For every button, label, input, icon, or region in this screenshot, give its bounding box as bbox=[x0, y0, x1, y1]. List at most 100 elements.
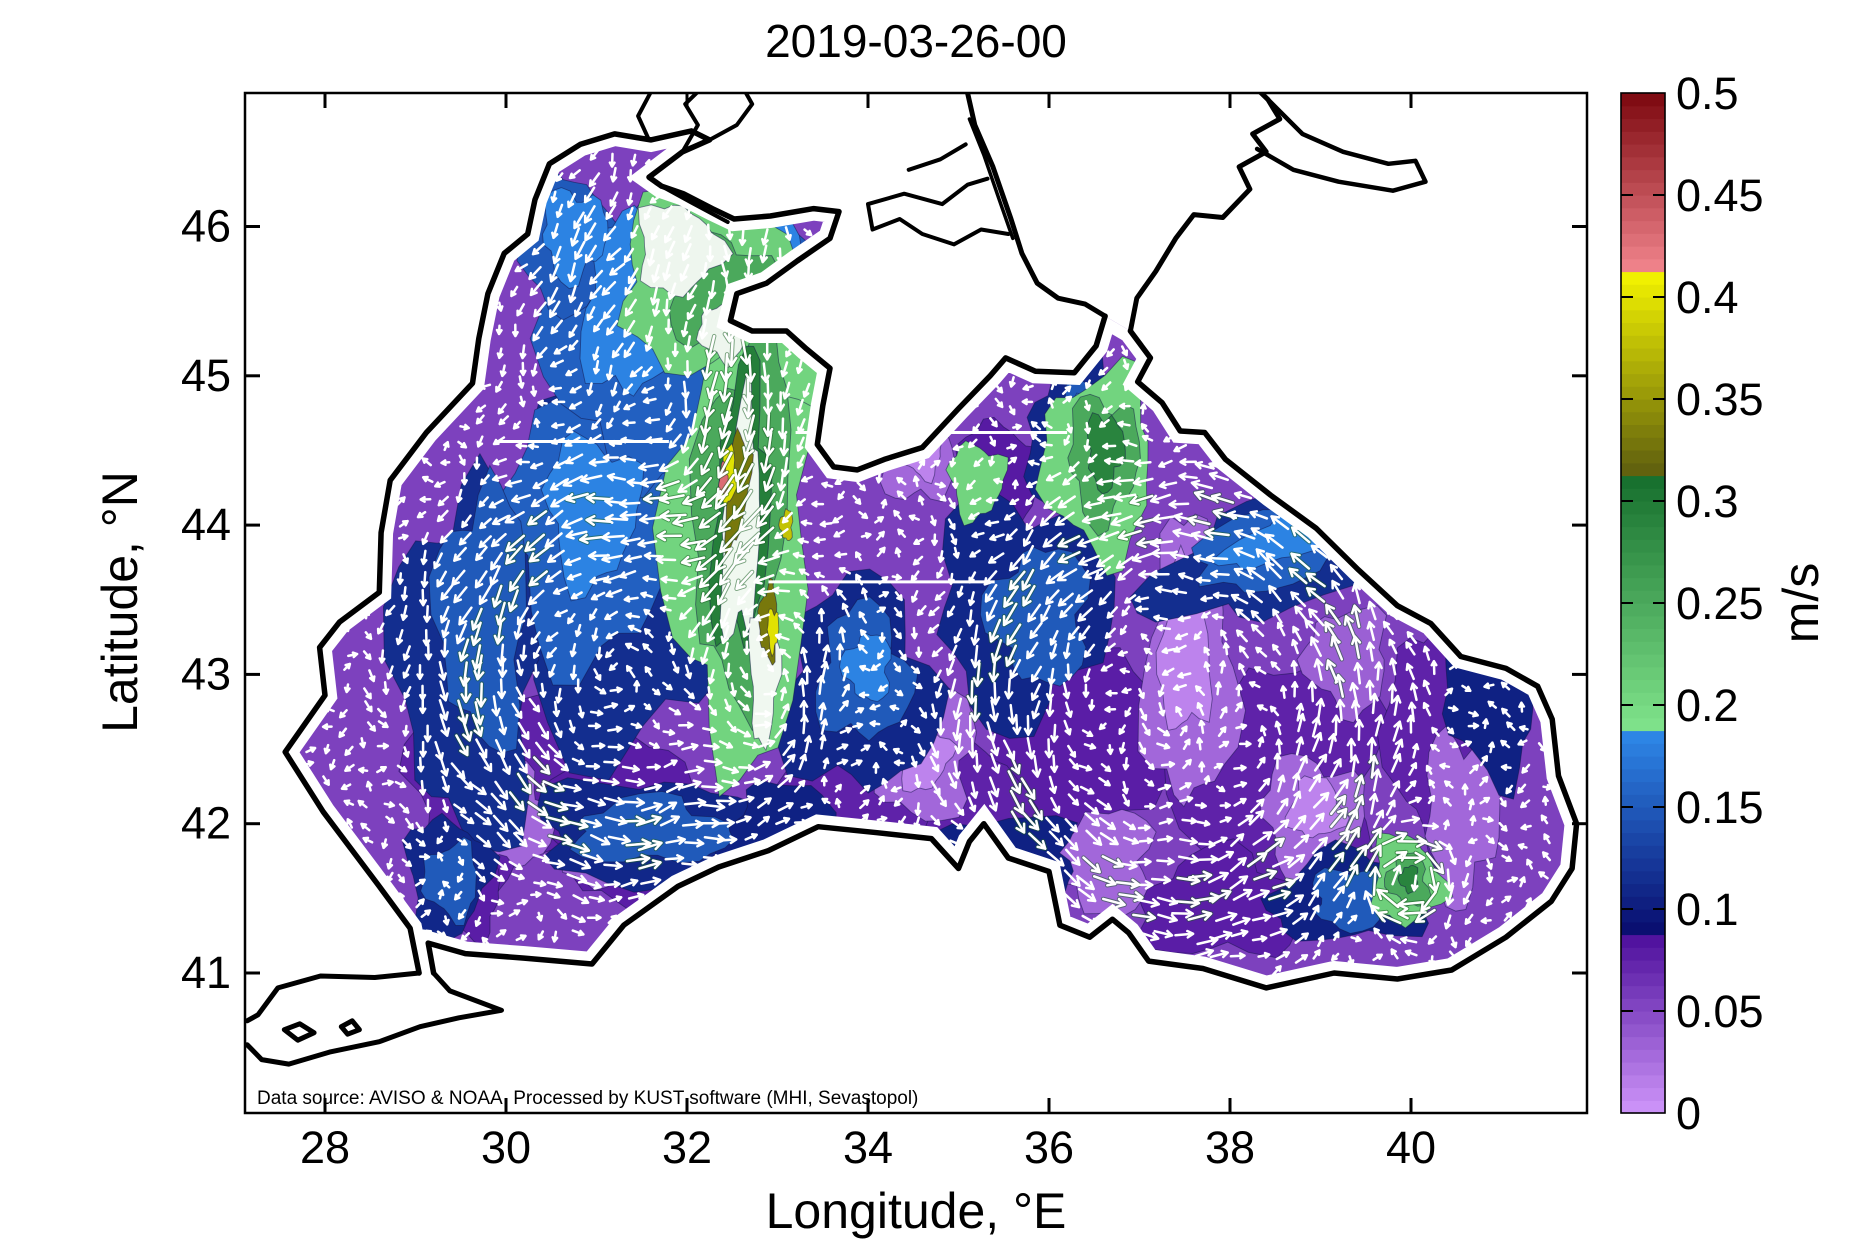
coastline-azov-east bbox=[1127, 93, 1283, 334]
colorbar-step bbox=[1621, 258, 1665, 273]
colorbar-step bbox=[1621, 858, 1665, 872]
colorbar-step bbox=[1621, 182, 1665, 196]
colorbar-step bbox=[1621, 271, 1665, 285]
colorbar-step bbox=[1621, 921, 1665, 936]
colorbar-step bbox=[1621, 348, 1665, 362]
colorbar-step bbox=[1621, 297, 1665, 311]
x-tick-label: 30 bbox=[481, 1122, 531, 1173]
coastline-sivash2 bbox=[906, 142, 968, 172]
coastline-azov-west bbox=[965, 93, 1108, 319]
coastline-taganrog bbox=[1254, 97, 1428, 193]
colorbar-step bbox=[1621, 105, 1665, 120]
colorbar-tick-label: 0 bbox=[1676, 1088, 1701, 1139]
colorbar-step bbox=[1621, 794, 1665, 808]
colorbar-step bbox=[1621, 832, 1665, 846]
coastline-sivash1 bbox=[866, 176, 1011, 247]
colorbar-step bbox=[1621, 628, 1665, 642]
colorbar-step bbox=[1621, 411, 1665, 426]
colorbar-step bbox=[1621, 424, 1665, 438]
colorbar-step bbox=[1621, 781, 1665, 795]
colorbar-step bbox=[1621, 909, 1665, 923]
coastline-arabat bbox=[967, 117, 1015, 241]
colorbar-step bbox=[1621, 539, 1665, 553]
colorbar-step bbox=[1621, 1062, 1665, 1076]
coastline-island1 bbox=[281, 1021, 317, 1043]
colorbar-step bbox=[1621, 513, 1665, 528]
colorbar-step bbox=[1621, 156, 1665, 171]
colorbar-step bbox=[1621, 641, 1665, 655]
colorbar-unit-label: m/s bbox=[1773, 563, 1829, 644]
colorbar-step bbox=[1621, 284, 1665, 298]
colorbar-step bbox=[1621, 93, 1665, 107]
colorbar-step bbox=[1621, 1049, 1665, 1063]
colorbar-tick-label: 0.5 bbox=[1676, 68, 1739, 119]
colorbar-step bbox=[1621, 462, 1665, 477]
coastline-marmara-north bbox=[245, 970, 422, 1024]
x-tick-label: 34 bbox=[843, 1122, 893, 1173]
colorbar-step bbox=[1621, 717, 1665, 732]
colorbar-step bbox=[1621, 807, 1665, 821]
colorbar-step bbox=[1621, 118, 1665, 132]
colorbar-tick-label: 0.15 bbox=[1676, 782, 1764, 833]
colorbar-step bbox=[1621, 845, 1665, 859]
colorbar-step bbox=[1621, 692, 1665, 706]
colorbar-step bbox=[1621, 756, 1665, 770]
colorbar-step bbox=[1621, 386, 1665, 400]
chart-title: 2019-03-26-00 bbox=[765, 15, 1067, 67]
colorbar-step bbox=[1621, 450, 1665, 464]
arrow-strokes bbox=[302, 148, 1553, 976]
colorbar-step bbox=[1621, 246, 1665, 260]
coastline-marmara-south bbox=[245, 970, 504, 1067]
colorbar-step bbox=[1621, 1087, 1665, 1101]
colorbar-step bbox=[1621, 309, 1665, 324]
colorbar-step bbox=[1621, 169, 1665, 183]
colorbar-step bbox=[1621, 475, 1665, 489]
coastlines bbox=[245, 93, 1580, 1067]
x-tick-label: 32 bbox=[662, 1122, 712, 1173]
colorbar-step bbox=[1621, 730, 1665, 744]
colorbar-step bbox=[1621, 590, 1665, 604]
colorbar-step bbox=[1621, 144, 1665, 158]
x-tick-label: 36 bbox=[1024, 1122, 1074, 1173]
coastline-dnieper3 bbox=[707, 93, 755, 142]
x-axis-label: Longitude, °E bbox=[766, 1183, 1067, 1239]
speed-contour-region bbox=[1086, 412, 1126, 495]
data-source-annotation: Data source: AVISO & NOAA. Processed by … bbox=[257, 1088, 918, 1109]
colorbar-tick-label: 0.05 bbox=[1676, 986, 1764, 1037]
colorbar-step bbox=[1621, 1100, 1665, 1114]
colorbar-step bbox=[1621, 768, 1665, 783]
colorbar-step bbox=[1621, 896, 1665, 910]
colorbar-tick-label: 0.2 bbox=[1676, 680, 1739, 731]
coastline-island2 bbox=[338, 1018, 362, 1037]
colorbar-step bbox=[1621, 322, 1665, 336]
colorbar-tick-label: 0.3 bbox=[1676, 476, 1739, 527]
colorbar-step bbox=[1621, 1074, 1665, 1089]
colorbar-step bbox=[1621, 1036, 1665, 1050]
y-tick-label: 41 bbox=[181, 947, 231, 998]
colorbar-step bbox=[1621, 195, 1665, 209]
coastline-dnieper1 bbox=[680, 93, 700, 154]
y-tick-label: 44 bbox=[181, 499, 231, 550]
colorbar-step bbox=[1621, 577, 1665, 591]
coastline-north bbox=[282, 128, 1108, 976]
colorbar-step bbox=[1621, 883, 1665, 897]
colorbar-step bbox=[1621, 207, 1665, 222]
colorbar-step bbox=[1621, 972, 1665, 987]
colorbar-step bbox=[1621, 960, 1665, 974]
speed-contour-region bbox=[637, 204, 734, 298]
colorbar-step bbox=[1621, 552, 1665, 566]
colorbar-step bbox=[1621, 360, 1665, 375]
colorbar-tick-label: 0.4 bbox=[1676, 272, 1739, 323]
colorbar-step bbox=[1621, 679, 1665, 693]
colorbar-step bbox=[1621, 615, 1665, 630]
colorbar-step bbox=[1621, 564, 1665, 579]
plot-frame bbox=[243, 91, 1589, 1115]
x-tick-label: 28 bbox=[300, 1122, 350, 1173]
colorbar-step bbox=[1621, 819, 1665, 834]
colorbar-step bbox=[1621, 603, 1665, 617]
speed-contour-region bbox=[766, 608, 780, 658]
y-tick-label: 46 bbox=[181, 201, 231, 252]
colorbar-tick-label: 0.35 bbox=[1676, 374, 1764, 425]
colorbar: 0 0.05 0.1 0.15 0.2 0.25 0.3 0.35 0.4 0.45 0.5 bbox=[1620, 68, 1764, 1139]
